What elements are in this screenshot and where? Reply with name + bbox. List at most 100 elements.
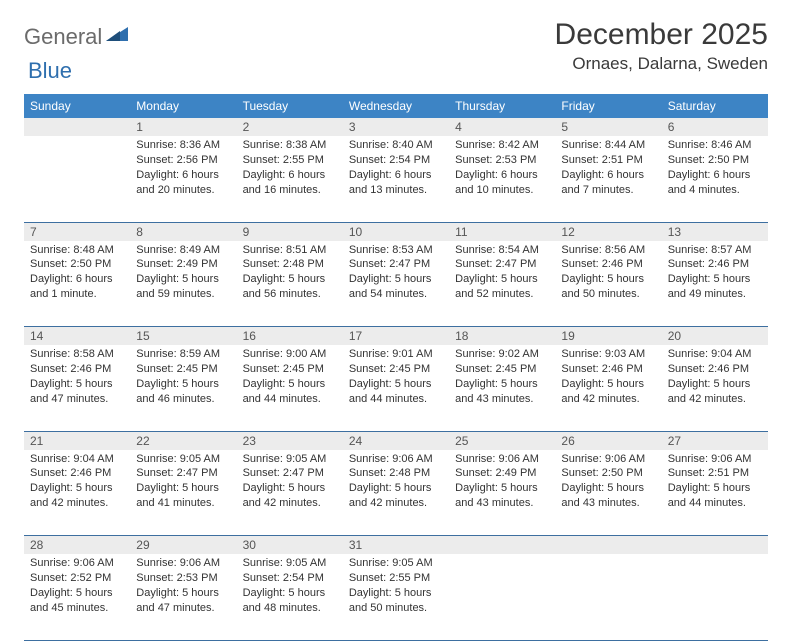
logo-text-blue: Blue bbox=[28, 58, 72, 83]
sunrise-text: Sunrise: 9:04 AM bbox=[668, 347, 762, 362]
sunrise-text: Sunrise: 9:05 AM bbox=[349, 556, 443, 571]
day-number: 10 bbox=[343, 222, 449, 241]
sunset-text: Sunset: 2:53 PM bbox=[455, 153, 549, 168]
day-number: 2 bbox=[237, 118, 343, 136]
sunrise-text: Sunrise: 9:03 AM bbox=[561, 347, 655, 362]
sunrise-text: Sunrise: 8:53 AM bbox=[349, 243, 443, 258]
day-number: 16 bbox=[237, 327, 343, 346]
sunset-text: Sunset: 2:56 PM bbox=[136, 153, 230, 168]
sunrise-text: Sunrise: 9:05 AM bbox=[243, 556, 337, 571]
logo-triangle-icon bbox=[106, 25, 128, 46]
logo-text-general: General bbox=[24, 24, 102, 50]
sunset-text: Sunset: 2:49 PM bbox=[136, 257, 230, 272]
sunset-text: Sunset: 2:48 PM bbox=[349, 466, 443, 481]
day-cell: Sunrise: 8:44 AMSunset: 2:51 PMDaylight:… bbox=[555, 136, 661, 222]
daylight-text: Daylight: 6 hours and 7 minutes. bbox=[561, 168, 655, 198]
day-number: 14 bbox=[24, 327, 130, 346]
daylight-text: Daylight: 5 hours and 42 minutes. bbox=[561, 377, 655, 407]
day-number-row: 21222324252627 bbox=[24, 431, 768, 450]
week-row: Sunrise: 9:04 AMSunset: 2:46 PMDaylight:… bbox=[24, 450, 768, 536]
day-number: 29 bbox=[130, 536, 236, 555]
week-row: Sunrise: 9:06 AMSunset: 2:52 PMDaylight:… bbox=[24, 554, 768, 640]
sunrise-text: Sunrise: 9:02 AM bbox=[455, 347, 549, 362]
day-cell: Sunrise: 8:56 AMSunset: 2:46 PMDaylight:… bbox=[555, 241, 661, 327]
weekday-header: Thursday bbox=[449, 94, 555, 118]
sunset-text: Sunset: 2:45 PM bbox=[349, 362, 443, 377]
sunset-text: Sunset: 2:46 PM bbox=[30, 362, 124, 377]
daylight-text: Daylight: 5 hours and 52 minutes. bbox=[455, 272, 549, 302]
day-cell: Sunrise: 9:05 AMSunset: 2:47 PMDaylight:… bbox=[130, 450, 236, 536]
sunrise-text: Sunrise: 9:06 AM bbox=[668, 452, 762, 467]
day-number: 8 bbox=[130, 222, 236, 241]
day-number: 3 bbox=[343, 118, 449, 136]
sunset-text: Sunset: 2:46 PM bbox=[561, 257, 655, 272]
sunset-text: Sunset: 2:54 PM bbox=[349, 153, 443, 168]
day-cell: Sunrise: 8:48 AMSunset: 2:50 PMDaylight:… bbox=[24, 241, 130, 327]
week-row: Sunrise: 8:36 AMSunset: 2:56 PMDaylight:… bbox=[24, 136, 768, 222]
location-subtitle: Ornaes, Dalarna, Sweden bbox=[555, 54, 768, 74]
daylight-text: Daylight: 5 hours and 44 minutes. bbox=[349, 377, 443, 407]
sunrise-text: Sunrise: 8:42 AM bbox=[455, 138, 549, 153]
daylight-text: Daylight: 5 hours and 48 minutes. bbox=[243, 586, 337, 616]
sunrise-text: Sunrise: 8:49 AM bbox=[136, 243, 230, 258]
day-number: 26 bbox=[555, 431, 661, 450]
day-number: 28 bbox=[24, 536, 130, 555]
weekday-header: Saturday bbox=[662, 94, 768, 118]
weekday-header: Friday bbox=[555, 94, 661, 118]
daylight-text: Daylight: 5 hours and 50 minutes. bbox=[349, 586, 443, 616]
day-number: 31 bbox=[343, 536, 449, 555]
sunset-text: Sunset: 2:49 PM bbox=[455, 466, 549, 481]
daylight-text: Daylight: 5 hours and 54 minutes. bbox=[349, 272, 443, 302]
sunset-text: Sunset: 2:46 PM bbox=[668, 362, 762, 377]
sunrise-text: Sunrise: 9:06 AM bbox=[30, 556, 124, 571]
daylight-text: Daylight: 6 hours and 20 minutes. bbox=[136, 168, 230, 198]
sunrise-text: Sunrise: 8:46 AM bbox=[668, 138, 762, 153]
day-number bbox=[662, 536, 768, 555]
day-cell: Sunrise: 9:06 AMSunset: 2:51 PMDaylight:… bbox=[662, 450, 768, 536]
day-number: 30 bbox=[237, 536, 343, 555]
day-cell: Sunrise: 8:42 AMSunset: 2:53 PMDaylight:… bbox=[449, 136, 555, 222]
sunrise-text: Sunrise: 9:06 AM bbox=[561, 452, 655, 467]
day-cell: Sunrise: 8:49 AMSunset: 2:49 PMDaylight:… bbox=[130, 241, 236, 327]
daylight-text: Daylight: 5 hours and 43 minutes. bbox=[455, 481, 549, 511]
day-cell: Sunrise: 8:59 AMSunset: 2:45 PMDaylight:… bbox=[130, 345, 236, 431]
daylight-text: Daylight: 5 hours and 47 minutes. bbox=[136, 586, 230, 616]
sunset-text: Sunset: 2:45 PM bbox=[136, 362, 230, 377]
daylight-text: Daylight: 6 hours and 1 minute. bbox=[30, 272, 124, 302]
sunrise-text: Sunrise: 9:05 AM bbox=[136, 452, 230, 467]
day-number bbox=[555, 536, 661, 555]
day-cell: Sunrise: 9:06 AMSunset: 2:50 PMDaylight:… bbox=[555, 450, 661, 536]
day-number: 4 bbox=[449, 118, 555, 136]
sunrise-text: Sunrise: 8:51 AM bbox=[243, 243, 337, 258]
sunset-text: Sunset: 2:54 PM bbox=[243, 571, 337, 586]
day-cell bbox=[662, 554, 768, 640]
sunrise-text: Sunrise: 9:01 AM bbox=[349, 347, 443, 362]
daylight-text: Daylight: 5 hours and 42 minutes. bbox=[349, 481, 443, 511]
day-cell: Sunrise: 8:57 AMSunset: 2:46 PMDaylight:… bbox=[662, 241, 768, 327]
daylight-text: Daylight: 5 hours and 42 minutes. bbox=[30, 481, 124, 511]
day-cell bbox=[449, 554, 555, 640]
day-number bbox=[24, 118, 130, 136]
sunrise-text: Sunrise: 9:06 AM bbox=[455, 452, 549, 467]
title-block: December 2025 Ornaes, Dalarna, Sweden bbox=[555, 18, 768, 74]
day-cell: Sunrise: 9:01 AMSunset: 2:45 PMDaylight:… bbox=[343, 345, 449, 431]
day-number: 19 bbox=[555, 327, 661, 346]
sunset-text: Sunset: 2:55 PM bbox=[243, 153, 337, 168]
week-row: Sunrise: 8:48 AMSunset: 2:50 PMDaylight:… bbox=[24, 241, 768, 327]
sunrise-text: Sunrise: 9:06 AM bbox=[136, 556, 230, 571]
day-number: 18 bbox=[449, 327, 555, 346]
day-number: 1 bbox=[130, 118, 236, 136]
daylight-text: Daylight: 5 hours and 43 minutes. bbox=[455, 377, 549, 407]
day-number: 25 bbox=[449, 431, 555, 450]
day-number: 27 bbox=[662, 431, 768, 450]
daylight-text: Daylight: 5 hours and 45 minutes. bbox=[30, 586, 124, 616]
sunrise-text: Sunrise: 9:06 AM bbox=[349, 452, 443, 467]
day-number: 15 bbox=[130, 327, 236, 346]
sunset-text: Sunset: 2:52 PM bbox=[30, 571, 124, 586]
sunrise-text: Sunrise: 8:59 AM bbox=[136, 347, 230, 362]
day-cell: Sunrise: 8:38 AMSunset: 2:55 PMDaylight:… bbox=[237, 136, 343, 222]
day-cell: Sunrise: 9:06 AMSunset: 2:53 PMDaylight:… bbox=[130, 554, 236, 640]
sunrise-text: Sunrise: 9:04 AM bbox=[30, 452, 124, 467]
day-number: 23 bbox=[237, 431, 343, 450]
weekday-header: Tuesday bbox=[237, 94, 343, 118]
